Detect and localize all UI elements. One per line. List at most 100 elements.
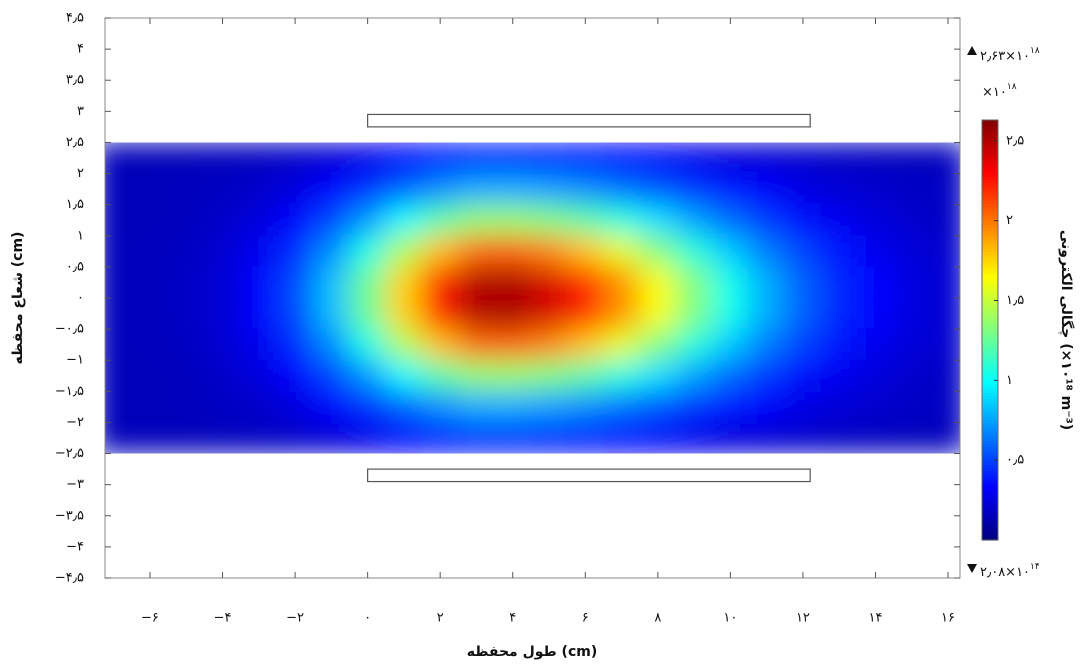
colorbar-swatch: [982, 447, 998, 451]
colorbar-swatch: [982, 225, 998, 229]
heat-cell: [602, 266, 641, 299]
heat-cell: [856, 142, 895, 175]
heat-cell: [602, 421, 641, 454]
heat-cell: [639, 204, 677, 237]
colorbar-swatch: [982, 363, 998, 367]
colorbar-swatch: [982, 525, 998, 529]
heat-cell: [748, 142, 786, 175]
heat-cell: [312, 297, 350, 330]
colorbar-swatch: [982, 381, 998, 385]
heat-cell: [276, 204, 314, 237]
colorbar-swatch: [982, 288, 998, 292]
heat-cell: [348, 359, 387, 392]
heat-cell: [893, 328, 931, 361]
heat-cell: [167, 142, 205, 175]
x-tick-label: ۴: [509, 611, 516, 626]
colorbar-swatch: [982, 420, 998, 424]
heat-cell: [820, 297, 858, 330]
heat-cell: [385, 297, 423, 330]
heat-cell: [856, 390, 895, 423]
heat-cell: [457, 266, 496, 299]
heat-cell: [131, 390, 169, 423]
heat-cell: [276, 266, 314, 299]
x-tick-label: −۴: [214, 611, 232, 626]
heat-cell: [639, 359, 677, 392]
colorbar-swatch: [982, 417, 998, 421]
colorbar-min-label-mantissa: ۲٫۰۸×۱۰: [980, 565, 1030, 580]
heat-cell: [203, 142, 242, 175]
heat-cell: [856, 235, 895, 268]
heat-cell: [784, 173, 822, 206]
heat-cell: [457, 390, 496, 423]
colorbar-swatch: [982, 126, 998, 130]
heat-cell: [131, 173, 169, 206]
heat-cell: [530, 235, 568, 268]
colorbar-swatch: [982, 495, 998, 499]
heat-cell: [602, 142, 641, 175]
colorbar-swatch: [982, 258, 998, 262]
colorbar-swatch: [982, 462, 998, 466]
heat-cell: [566, 142, 604, 175]
heat-cell: [639, 297, 677, 330]
colorbar-swatch: [982, 438, 998, 442]
x-tick-label: ۱۴: [868, 611, 882, 626]
colorbar-swatch: [982, 246, 998, 250]
colorbar-swatch: [982, 186, 998, 190]
colorbar-swatch: [982, 249, 998, 253]
heat-cell: [203, 266, 242, 299]
heat-cell: [105, 390, 133, 423]
heat-cell: [856, 359, 895, 392]
heat-cell: [131, 204, 169, 237]
x-tick-label: −۶: [141, 611, 159, 626]
y-tick-label: −۲٫۵: [55, 446, 84, 461]
heat-cell: [421, 173, 459, 206]
y-tick-label: ۲٫۵: [66, 135, 84, 150]
heat-cell: [457, 204, 496, 237]
heat-cell: [856, 173, 895, 206]
y-tick-label: −۲: [66, 415, 84, 430]
heat-cell: [167, 235, 205, 268]
heat-cell: [421, 266, 459, 299]
heat-cell: [421, 235, 459, 268]
heat-cell: [167, 390, 205, 423]
heat-cell: [530, 297, 568, 330]
heat-cell: [893, 297, 931, 330]
heat-cell: [929, 328, 960, 361]
colorbar-swatch: [982, 285, 998, 289]
colorbar-swatch: [982, 483, 998, 487]
heat-cell: [494, 142, 532, 175]
colorbar-swatch: [982, 402, 998, 406]
colorbar-swatch: [982, 189, 998, 193]
colorbar-swatch: [982, 270, 998, 274]
heat-cell: [748, 297, 786, 330]
colorbar-swatch: [982, 519, 998, 523]
heat-cell: [457, 297, 496, 330]
colorbar-swatch: [982, 408, 998, 412]
heat-cell: [675, 421, 713, 454]
colorbar-swatch: [982, 192, 998, 196]
colorbar-swatch: [982, 162, 998, 166]
colorbar-swatch: [982, 351, 998, 355]
heat-cell: [131, 359, 169, 392]
heat-cell: [240, 390, 278, 423]
min-marker: [967, 564, 977, 573]
colorbar-swatch: [982, 354, 998, 358]
heat-cell: [385, 235, 423, 268]
heat-cell: [457, 142, 496, 175]
colorbar-swatch: [982, 315, 998, 319]
heat-cell: [893, 235, 931, 268]
heat-cell: [784, 142, 822, 175]
heat-cell: [820, 328, 858, 361]
colorbar-swatch: [982, 339, 998, 343]
heat-cell: [276, 421, 314, 454]
y-tick-label: ۴٫۵: [66, 11, 84, 26]
heat-cell: [348, 173, 387, 206]
heat-cell: [748, 235, 786, 268]
heat-cell: [639, 173, 677, 206]
colorbar-swatch: [982, 510, 998, 514]
heat-cell: [312, 421, 350, 454]
heat-cell: [203, 359, 242, 392]
colorbar-swatch: [982, 156, 998, 160]
heat-cell: [105, 359, 133, 392]
